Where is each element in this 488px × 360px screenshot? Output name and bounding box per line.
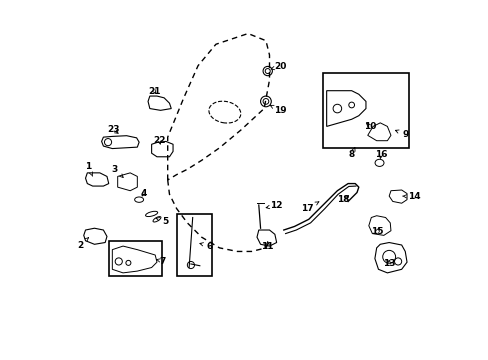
Text: 5: 5 [156, 217, 168, 226]
Bar [176, 214, 212, 276]
Text: 6: 6 [200, 242, 213, 251]
Text: 8: 8 [348, 148, 354, 159]
Text: 22: 22 [153, 136, 165, 145]
Text: 16: 16 [374, 150, 386, 159]
Text: 9: 9 [395, 130, 408, 139]
Text: 4: 4 [141, 189, 147, 198]
Bar [108, 241, 162, 276]
Bar [323, 73, 408, 148]
Text: 13: 13 [382, 260, 395, 269]
Text: 18: 18 [336, 195, 348, 204]
Text: 23: 23 [107, 126, 119, 135]
Text: 21: 21 [148, 87, 161, 96]
Text: 3: 3 [111, 165, 123, 177]
Text: 20: 20 [270, 62, 286, 71]
Text: 17: 17 [300, 202, 318, 213]
Text: 2: 2 [77, 238, 88, 249]
Text: 10: 10 [363, 122, 375, 131]
Text: 1: 1 [85, 162, 92, 176]
Text: 7: 7 [156, 257, 165, 266]
Text: 15: 15 [370, 227, 383, 236]
Text: 11: 11 [261, 242, 273, 251]
Text: 19: 19 [270, 105, 286, 115]
Text: 14: 14 [402, 192, 420, 201]
Text: 12: 12 [265, 201, 282, 210]
